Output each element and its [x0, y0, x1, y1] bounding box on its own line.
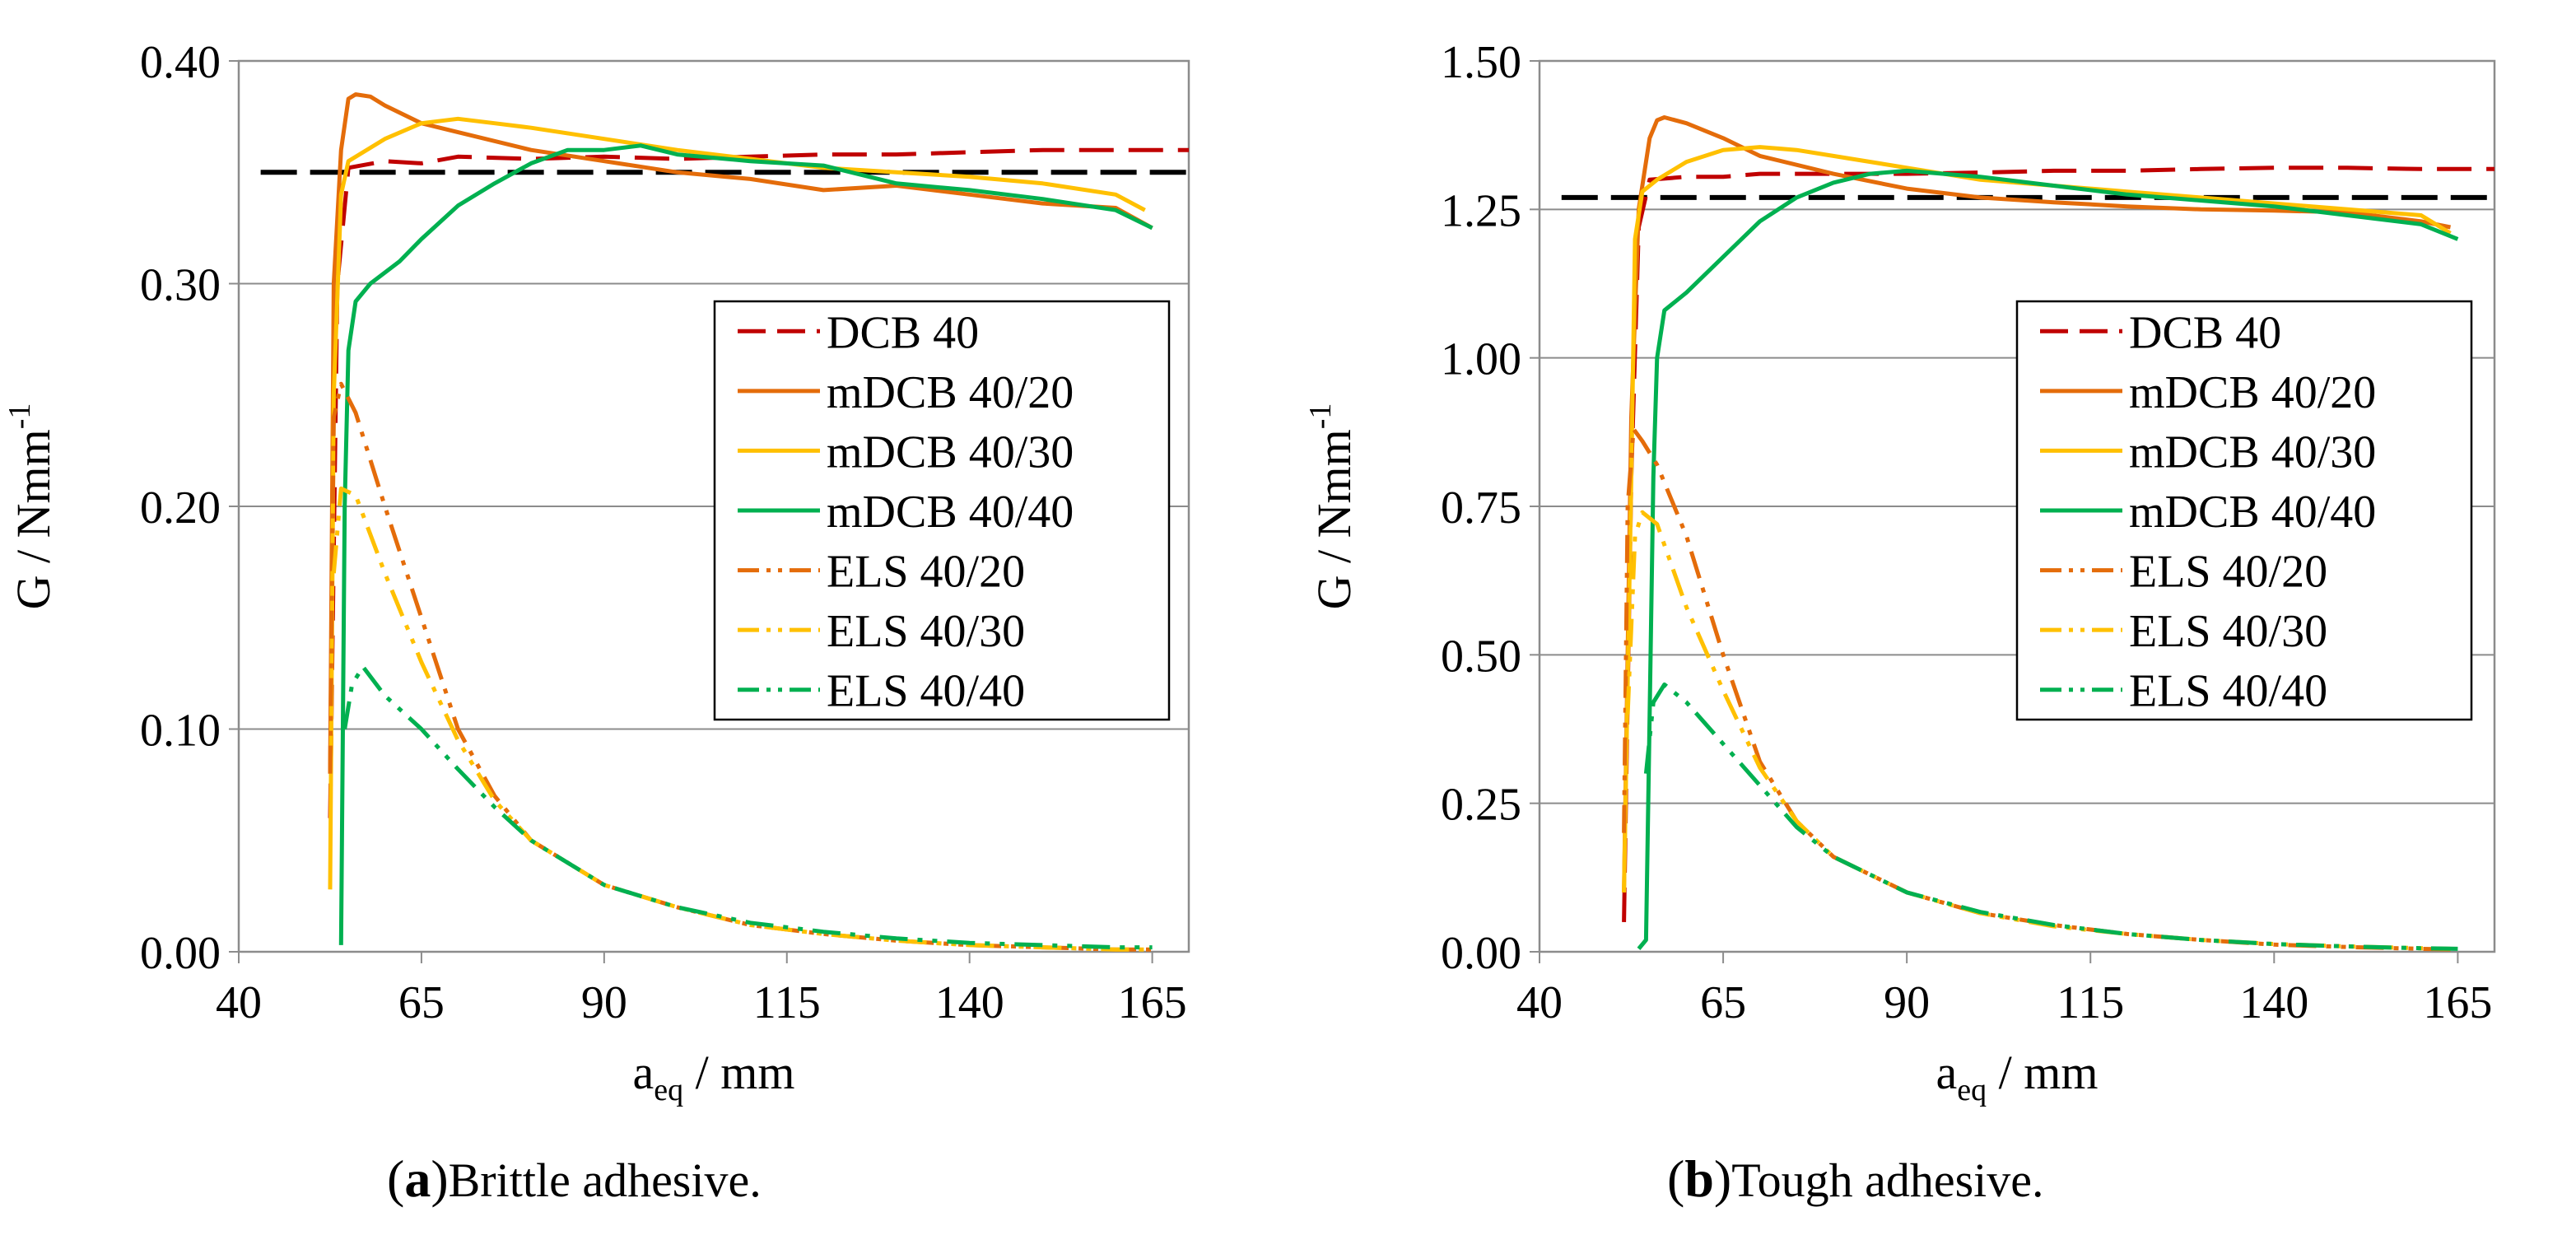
legend-label-6: ELS 40/40	[827, 666, 1025, 717]
caption-b-letter: b	[1684, 1149, 1714, 1208]
series-line-els-40-20	[1622, 426, 2451, 952]
x-tick-label-5: 165	[2423, 977, 2492, 1028]
caption-panel-a: (a)Brittle adhesive.	[387, 1149, 762, 1208]
y-tick-label-3: 0.75	[1441, 482, 1521, 534]
legend-label-6: ELS 40/40	[2129, 666, 2327, 717]
series-line-dcb-40	[328, 147, 1189, 818]
legend-label-4: ELS 40/20	[2129, 547, 2327, 598]
x-tick-label-2: 90	[581, 977, 627, 1028]
y-tick-label-0: 0.00	[1441, 928, 1521, 979]
y-tick-label-6: 1.50	[1441, 37, 1521, 88]
x-axis-label: aeq / mm	[1936, 1046, 2099, 1107]
plot-frame	[237, 59, 1190, 953]
legend-label-5: ELS 40/30	[827, 606, 1025, 657]
legend-label-0: DCB 40	[2129, 307, 2281, 358]
y-tick-label-4: 0.40	[140, 37, 221, 88]
y-tick-label-0: 0.00	[140, 928, 221, 979]
series-line-els-40-40	[342, 664, 1153, 950]
series-line-mdcb-40-30	[1622, 145, 2452, 892]
chart-panel-a: 0.00 0.10 0.20 0.30 0.40 40 65 90 115 140 165 DCB 4…	[2, 37, 1190, 1107]
y-tick-label-2: 0.20	[140, 482, 221, 534]
x-tick-label-2: 90	[1884, 977, 1930, 1028]
series-line-mdcb-40-20	[328, 92, 1153, 774]
y-tick-label-4: 1.00	[1441, 334, 1521, 385]
legend-label-0: DCB 40	[827, 307, 979, 358]
x-tick-label-1: 65	[1700, 977, 1746, 1028]
x-tick-label-3: 115	[2057, 977, 2124, 1028]
caption-a-text: Brittle adhesive.	[448, 1153, 762, 1207]
legend-label-3: mDCB 40/40	[2129, 487, 2376, 538]
caption-b-text: Tough adhesive.	[1731, 1153, 2044, 1207]
x-tick-label-5: 165	[1118, 977, 1187, 1028]
series-line-els-40-40	[1643, 682, 2458, 951]
x-tick-label-4: 140	[2239, 977, 2308, 1028]
legend: DCB 40 mDCB 40/20 mDCB 40/30 mDCB 40/40 ELS …	[713, 300, 1171, 721]
series-line-mdcb-40-40	[1637, 168, 2459, 950]
series-line-els-40-30	[331, 486, 1153, 952]
y-tick-label-3: 0.30	[140, 260, 221, 311]
plot-frame	[1538, 59, 2496, 953]
legend-label-4: ELS 40/20	[827, 547, 1025, 598]
series-line-els-40-30	[1625, 510, 2451, 951]
x-tick-label-4: 140	[935, 977, 1004, 1028]
y-tick-label-2: 0.50	[1441, 631, 1521, 682]
legend: DCB 40 mDCB 40/20 mDCB 40/30 mDCB 40/40 ELS …	[2015, 300, 2473, 721]
series-line-mdcb-40-40	[338, 143, 1153, 945]
series-line-mdcb-40-30	[328, 116, 1146, 890]
caption-panel-b: (b)Tough adhesive.	[1667, 1149, 2044, 1208]
y-tick-label-1: 0.10	[140, 706, 221, 757]
series-line-mdcb-40-20	[1622, 115, 2451, 892]
y-tick-label-1: 0.25	[1441, 780, 1521, 831]
x-axis-label: aeq / mm	[633, 1046, 795, 1107]
caption-a-letter: a	[404, 1149, 431, 1208]
x-tick-label-0: 40	[1516, 977, 1563, 1028]
y-axis-label: G / Nmm-1	[1303, 403, 1361, 610]
legend-label-2: mDCB 40/30	[2129, 426, 2376, 478]
legend-label-1: mDCB 40/20	[2129, 367, 2376, 418]
legend-label-1: mDCB 40/20	[827, 367, 1074, 418]
x-tick-label-3: 115	[753, 977, 821, 1028]
x-tick-label-0: 40	[216, 977, 262, 1028]
chart-panel-b: 0.00 0.25 0.50 0.75 1.00 1.25 1.50 40 65 90 115 140…	[1303, 37, 2496, 1107]
y-axis-label: G / Nmm-1	[2, 403, 60, 610]
legend-label-5: ELS 40/30	[2129, 606, 2327, 657]
series-line-dcb-40	[1622, 165, 2494, 922]
x-tick-label-1: 65	[398, 977, 445, 1028]
legend-label-2: mDCB 40/30	[827, 426, 1074, 478]
y-tick-label-5: 1.25	[1441, 185, 1521, 236]
legend-label-3: mDCB 40/40	[827, 487, 1074, 538]
